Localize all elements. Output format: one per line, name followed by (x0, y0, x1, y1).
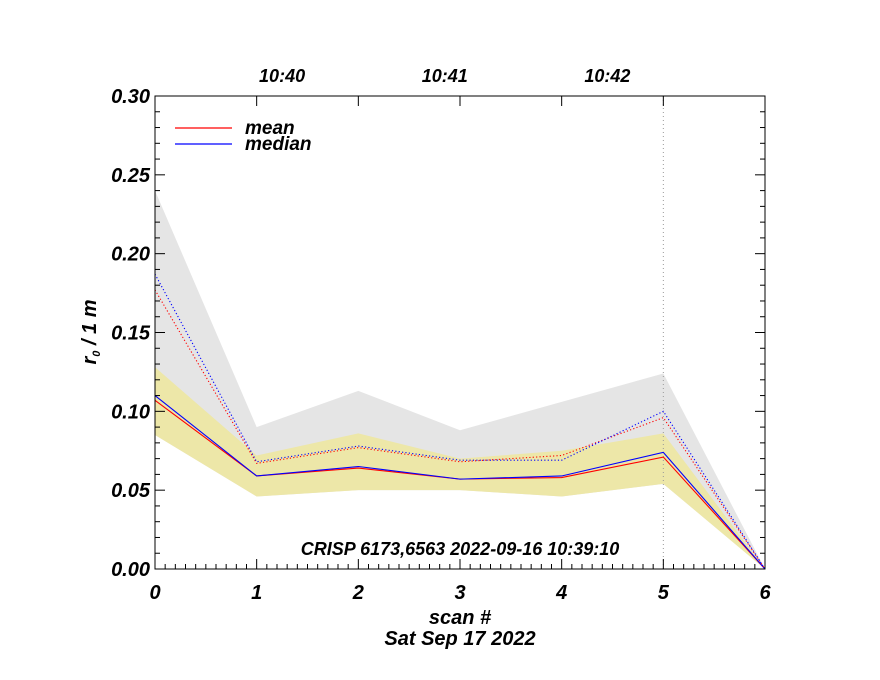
y-tick-label: 0.00 (111, 559, 150, 581)
y-axis-title: r0 / 1 m (79, 299, 103, 364)
x-axis-title: scan # (429, 607, 492, 629)
band-1 (155, 367, 765, 569)
series-line-median (154, 395, 766, 570)
legend-label-median: median (245, 134, 312, 155)
bands-layer (155, 190, 765, 569)
y-tick-label: 0.20 (111, 244, 150, 266)
y-axis-title-rest: / 1 m (79, 299, 101, 350)
y-tick-label: 0.05 (111, 480, 151, 502)
x-tick-label: 1 (251, 582, 262, 604)
x-tick-label: 6 (759, 582, 771, 604)
top-time-label: 10:42 (584, 66, 630, 86)
x-tick-label: 2 (352, 582, 364, 604)
top-time-label: 10:41 (422, 66, 468, 86)
x-tick-label: 5 (658, 582, 670, 604)
legend-label-mean: mean (245, 118, 295, 139)
y-axis-title-main: r (79, 356, 101, 365)
y-tick-label: 0.10 (111, 401, 150, 423)
y-tick-label: 0.25 (111, 165, 151, 187)
series-line-median-dotted (154, 273, 766, 570)
y-axis-title-subscript: 0 (91, 350, 103, 357)
chart-annotation: CRISP 6173,6563 2022-09-16 10:39:10 (301, 539, 620, 559)
top-time-label: 10:40 (259, 66, 305, 86)
series-layer (154, 273, 766, 570)
x-axis-date-label: Sat Sep 17 2022 (384, 628, 535, 650)
x-tick-label: 4 (555, 582, 567, 604)
x-tick-label: 0 (149, 582, 160, 604)
x-tick-label: 3 (454, 582, 465, 604)
y-tick-label: 0.15 (111, 323, 151, 345)
y-tick-label: 0.30 (111, 86, 150, 108)
series-line-mean-dotted (154, 289, 766, 570)
axes-layer: 0 1 2 3 4 5 6 0.00 0.05 0.10 0.15 0.20 0.25 0.30 10:40… (111, 66, 771, 604)
